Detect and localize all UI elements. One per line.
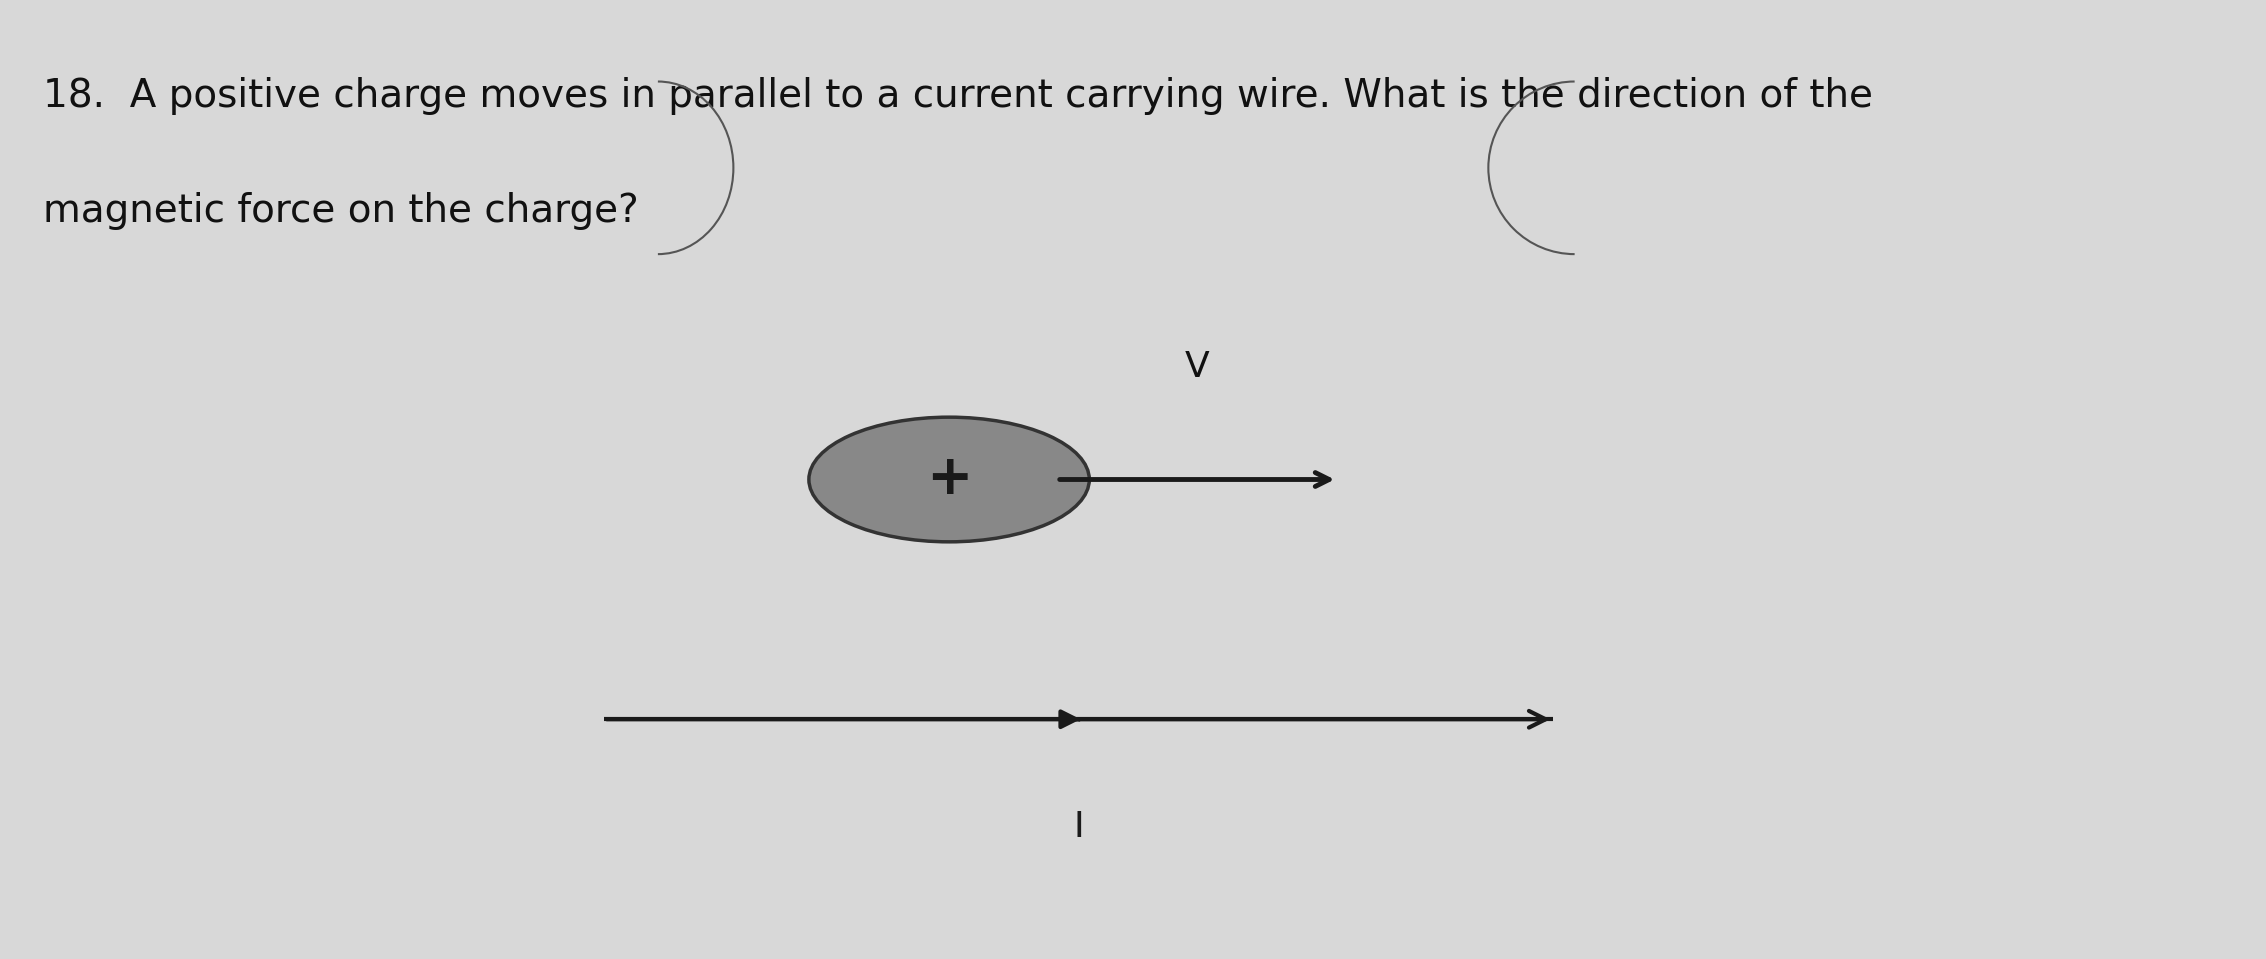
Text: 18.  A positive charge moves in parallel to a current carrying wire. What is the: 18. A positive charge moves in parallel … [43, 77, 1874, 115]
Text: +: + [927, 453, 972, 506]
Circle shape [809, 417, 1090, 542]
Text: I: I [1074, 810, 1083, 844]
Text: V: V [1185, 350, 1210, 384]
Text: magnetic force on the charge?: magnetic force on the charge? [43, 192, 639, 230]
